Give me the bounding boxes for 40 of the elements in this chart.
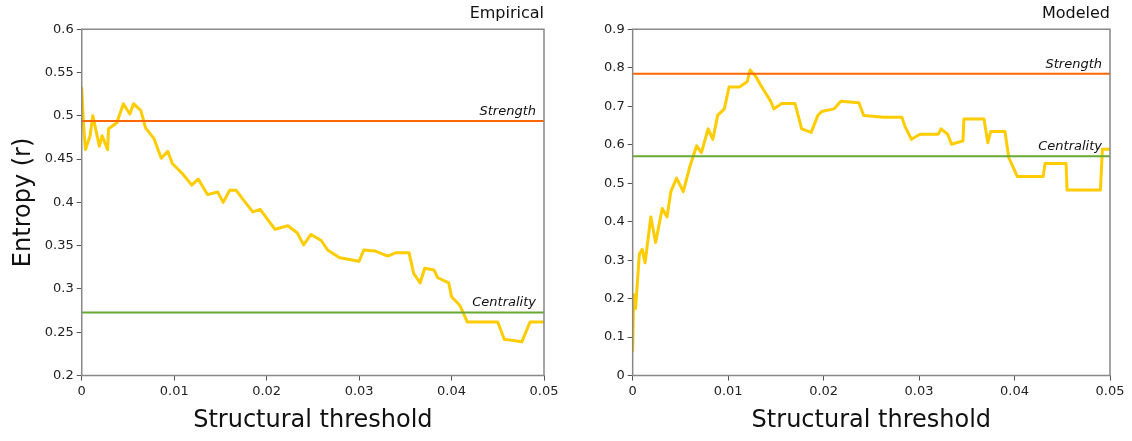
y-tick-label: 0.5 <box>603 174 625 190</box>
y-tick-label: 0.2 <box>53 366 74 382</box>
y-tick-label: 0.6 <box>603 136 625 152</box>
ref-line-label: Centrality <box>472 294 537 310</box>
x-tick-label: 0.03 <box>904 382 934 398</box>
chart-title: Modeled <box>1041 2 1110 22</box>
y-tick-label: 0.25 <box>44 323 74 339</box>
x-tick-label: 0.05 <box>529 382 559 398</box>
x-tick-label: 0.04 <box>437 382 467 398</box>
ref-line-label: Strength <box>479 102 536 118</box>
y-axis-title: Entropy (r) <box>7 137 36 268</box>
x-axis-title: Structural threshold <box>193 404 433 433</box>
y-tick-label: 0.5 <box>53 107 74 123</box>
y-tick-label: 0.2 <box>603 290 625 305</box>
y-tick-label: 0.9 <box>603 20 625 36</box>
x-tick-label: 0.05 <box>1095 382 1125 398</box>
x-tick-label: 0 <box>77 382 86 398</box>
x-tick-label: 0.01 <box>159 382 189 398</box>
x-axis-title: Structural threshold <box>751 404 992 433</box>
y-tick-label: 0.55 <box>44 63 74 79</box>
ref-line-label: Strength <box>1045 55 1102 71</box>
y-tick-label: 0.3 <box>603 251 625 267</box>
chart-title: Empirical <box>469 2 544 22</box>
y-tick-label: 0.8 <box>603 59 625 75</box>
y-tick-label: 0.3 <box>53 280 74 296</box>
y-tick-label: 0.4 <box>53 193 74 209</box>
y-tick-label: 0 <box>616 366 625 382</box>
y-tick-label: 0.4 <box>603 213 625 229</box>
y-tick-label: 0.7 <box>603 97 625 113</box>
y-tick-label: 0.1 <box>603 328 625 344</box>
y-tick-label: 0.6 <box>53 20 74 36</box>
x-tick-label: 0.04 <box>1000 382 1030 398</box>
x-tick-label: 0.02 <box>252 382 282 398</box>
x-tick-label: 0.02 <box>809 382 839 398</box>
x-tick-label: 0 <box>628 382 637 398</box>
x-tick-label: 0.01 <box>713 382 743 398</box>
y-tick-label: 0.45 <box>44 150 74 166</box>
x-tick-label: 0.03 <box>344 382 374 398</box>
y-tick-label: 0.35 <box>44 237 74 253</box>
ref-line-label: Centrality <box>1038 138 1103 154</box>
